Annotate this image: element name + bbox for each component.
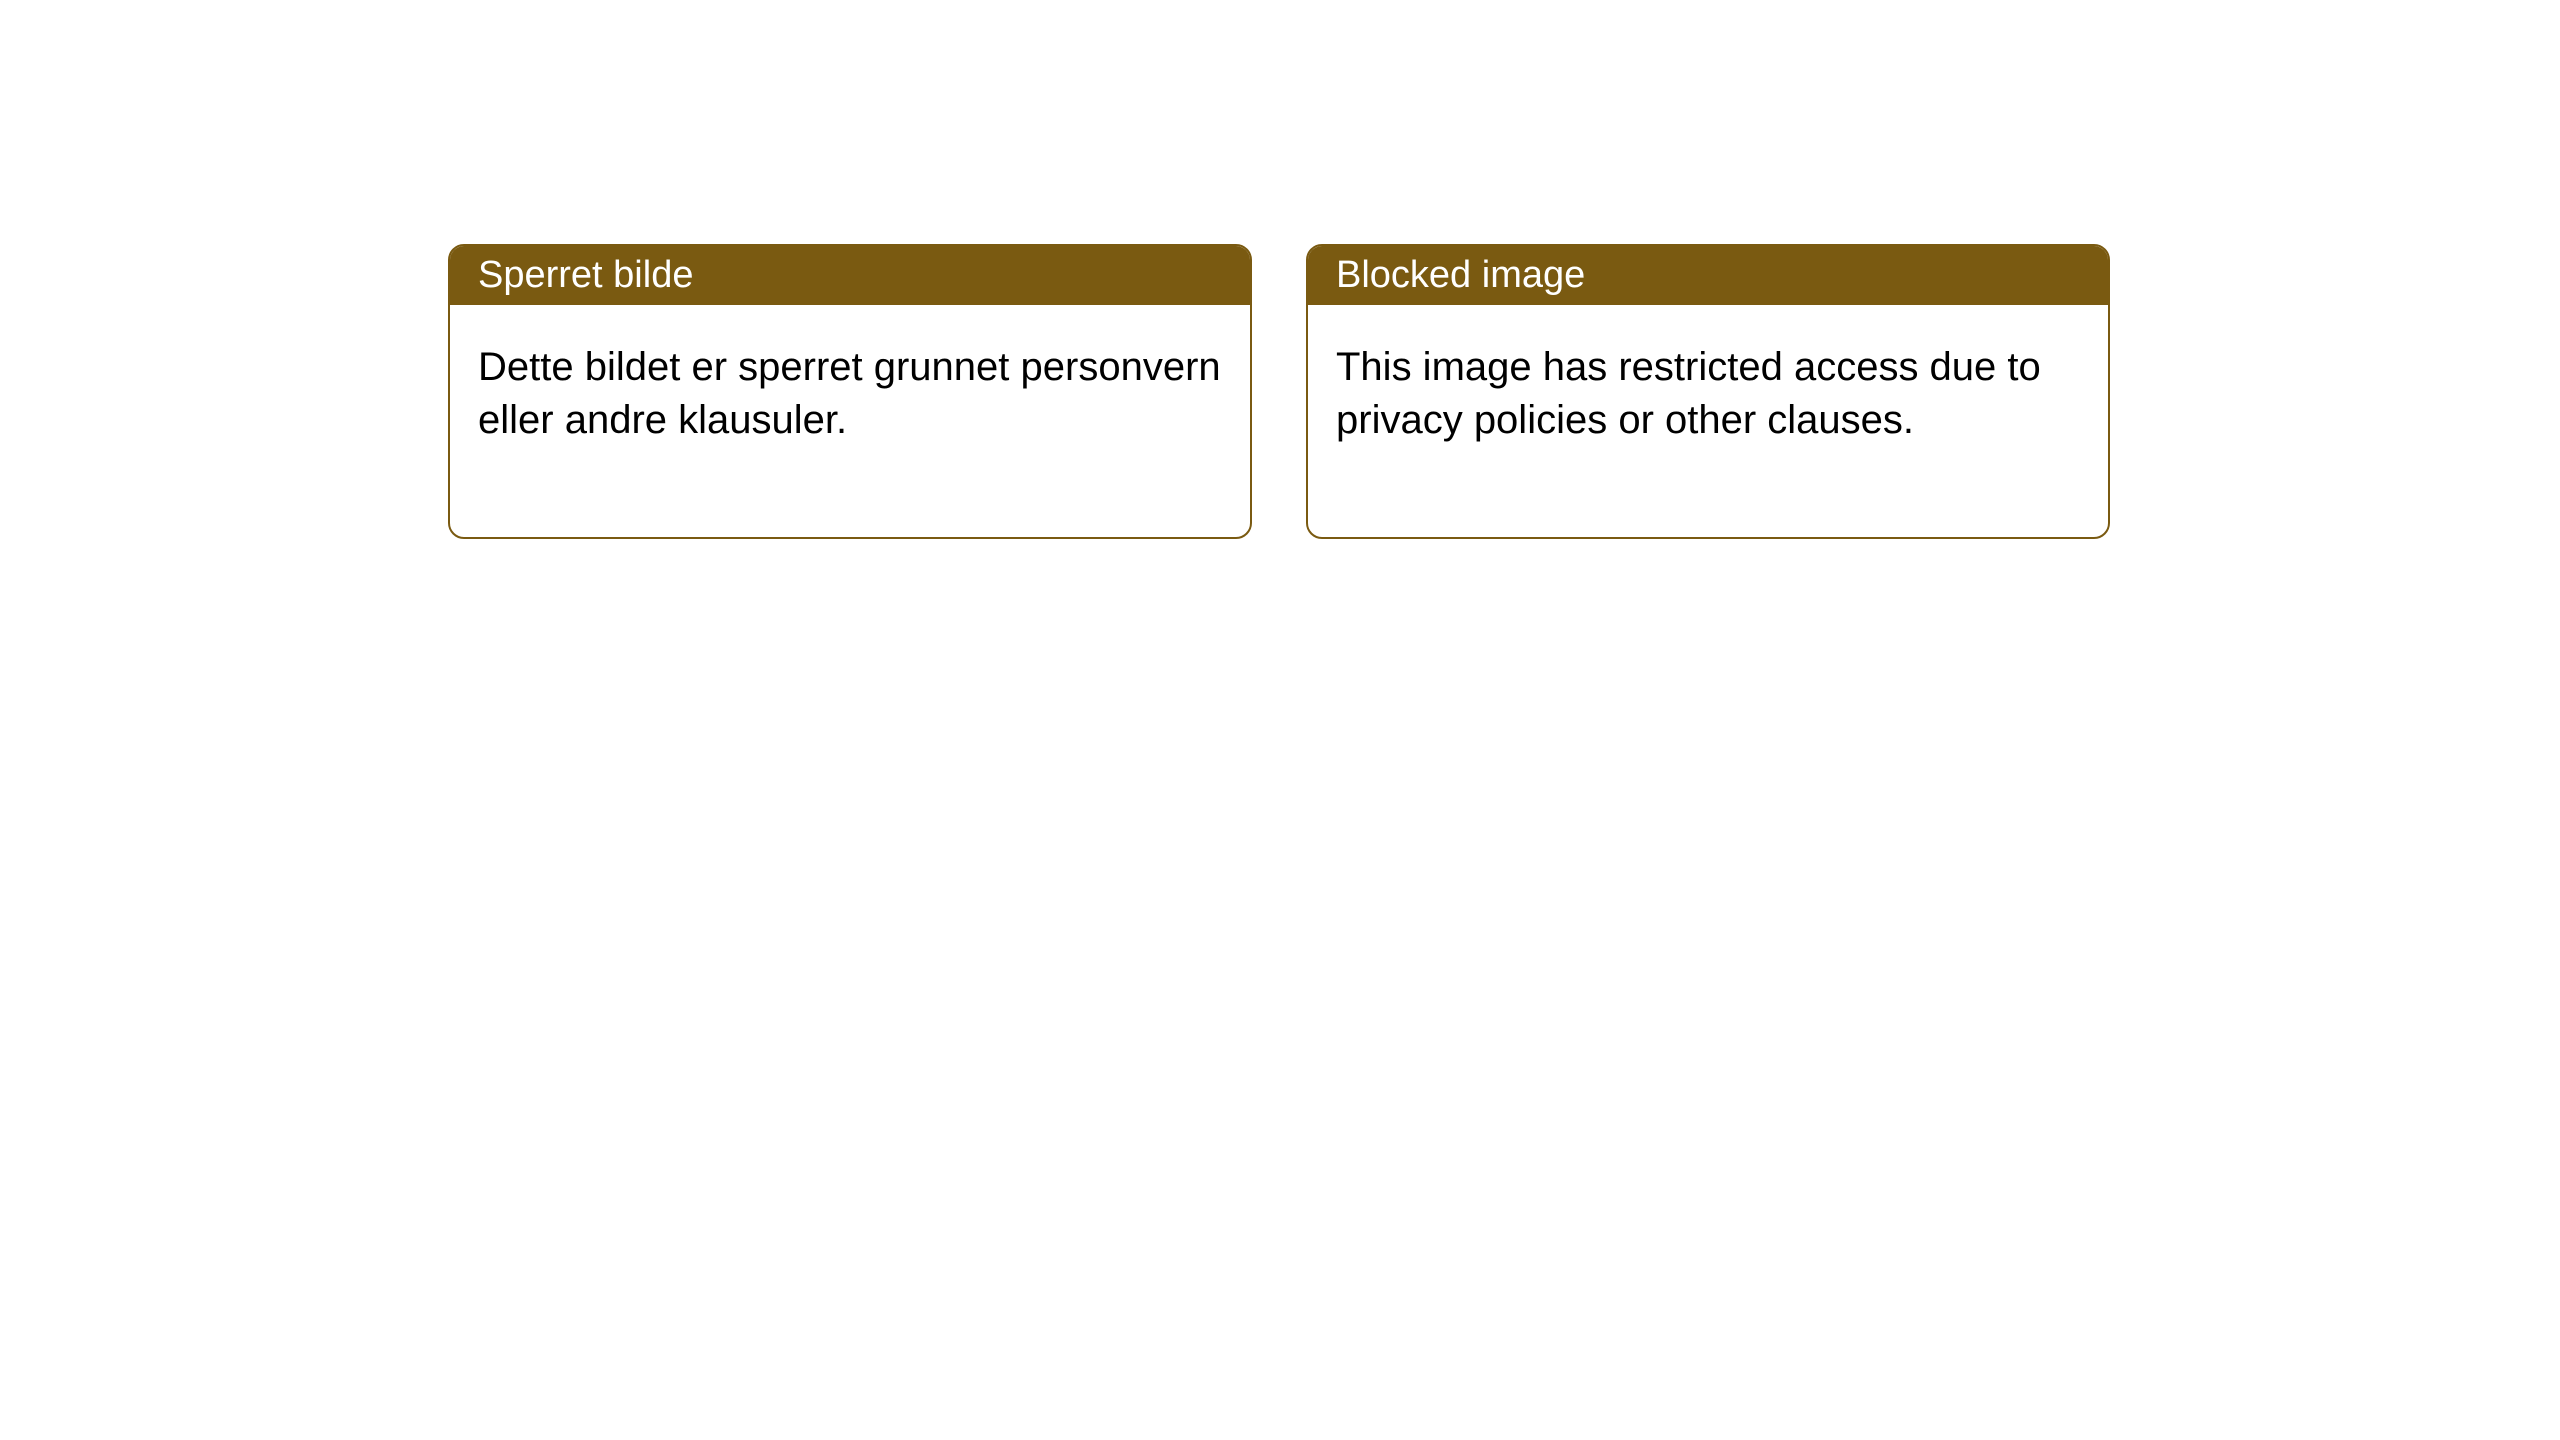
card-body-en: This image has restricted access due to …	[1308, 305, 2108, 537]
blocked-image-card-no: Sperret bilde Dette bildet er sperret gr…	[448, 244, 1252, 539]
blocked-image-card-en: Blocked image This image has restricted …	[1306, 244, 2110, 539]
card-body-no: Dette bildet er sperret grunnet personve…	[450, 305, 1250, 537]
card-header-en: Blocked image	[1308, 246, 2108, 305]
cards-container: Sperret bilde Dette bildet er sperret gr…	[448, 244, 2560, 539]
card-header-no: Sperret bilde	[450, 246, 1250, 305]
